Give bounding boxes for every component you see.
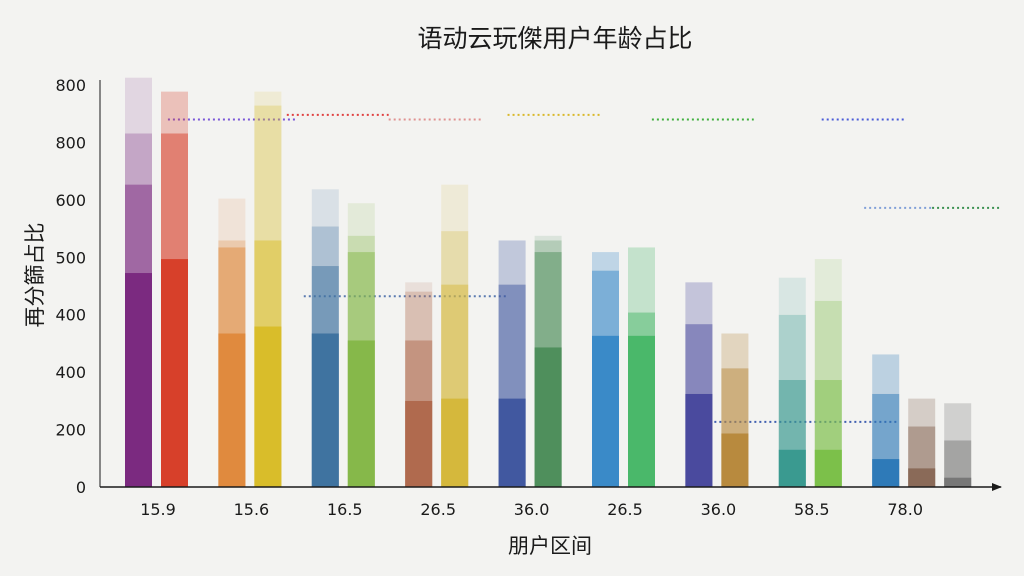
bar (721, 333, 749, 487)
bar (405, 282, 433, 487)
bar (685, 282, 713, 487)
bar-segment (908, 468, 936, 487)
bar-segment (218, 333, 246, 487)
bar-segment (721, 433, 749, 487)
bar (441, 184, 469, 487)
bar-segment (161, 259, 188, 487)
bar (125, 77, 152, 487)
x-tick-label: 78.0 (887, 500, 923, 519)
bar (254, 91, 282, 487)
y-axis-label: 再分篩占比 (23, 223, 47, 328)
y-tick-label: 400 (55, 306, 86, 325)
bar (872, 354, 900, 487)
bar-segment (498, 398, 526, 487)
bar-segment (628, 335, 655, 487)
x-axis-label: 朋户区间 (508, 534, 592, 558)
x-tick-label: 58.5 (794, 500, 830, 519)
bar (944, 403, 972, 487)
chart-title: 语动云玩傑用户年龄占比 (417, 24, 692, 53)
y-tick-label: 600 (55, 191, 86, 210)
bar (628, 247, 655, 487)
bar-segment (872, 459, 900, 487)
bar-segment (405, 400, 433, 487)
bars-group (125, 77, 972, 487)
bar-segment (125, 273, 152, 487)
bar (161, 91, 188, 487)
bar-segment (685, 393, 713, 487)
bar (347, 203, 375, 487)
bar (218, 198, 246, 487)
x-tick-label: 15.6 (234, 500, 270, 519)
x-tick-label: 16.5 (327, 500, 363, 519)
bar (592, 252, 619, 487)
bar-segment (778, 449, 806, 487)
bar (814, 259, 842, 487)
y-tick-label: 400 (55, 363, 86, 382)
x-tick-label: 36.0 (701, 500, 737, 519)
bar-segment (441, 398, 469, 487)
bar-segment (814, 449, 842, 487)
y-axis-ticks: 0 200 400 400 500 600 800 800 (55, 76, 86, 497)
x-axis-ticks: 15.9 15.6 16.5 26.5 36.0 26.5 36.0 58.5 78.0 (140, 500, 923, 519)
x-tick-label: 26.5 (607, 500, 643, 519)
bar (778, 277, 806, 487)
bar-segment (592, 335, 619, 487)
y-tick-label: 800 (55, 133, 86, 152)
bar (498, 240, 526, 487)
x-tick-label: 26.5 (420, 500, 456, 519)
y-tick-label: 0 (76, 478, 86, 497)
x-tick-label: 15.9 (140, 500, 176, 519)
bar-segment (254, 326, 282, 487)
y-tick-label: 200 (55, 421, 86, 440)
bar (311, 189, 339, 487)
bar-segment (534, 347, 562, 487)
y-tick-label: 800 (55, 76, 86, 95)
x-tick-label: 36.0 (514, 500, 550, 519)
bar-segment (944, 477, 972, 487)
bar-segment (347, 340, 375, 487)
bar-segment (311, 333, 339, 487)
bar (908, 398, 936, 487)
y-tick-label: 500 (55, 248, 86, 267)
bar (534, 235, 562, 487)
